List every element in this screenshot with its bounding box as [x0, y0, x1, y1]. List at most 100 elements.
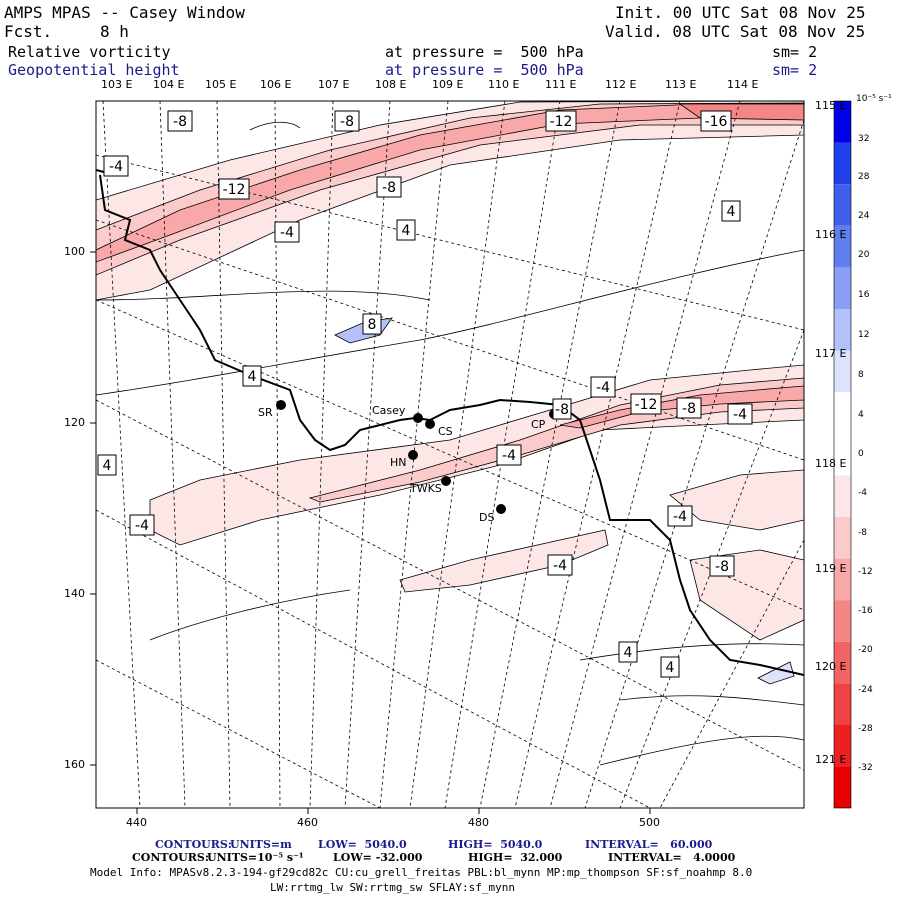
field1-level: at pressure = 500 hPa: [385, 43, 584, 61]
colorbar-label: -28: [858, 724, 873, 734]
lon-label-top: 114 E: [727, 78, 759, 91]
contour-label: -8: [173, 114, 187, 130]
station-dot: [425, 419, 435, 429]
footer-contours1-high: HIGH= 5040.0: [448, 838, 543, 851]
colorbar-swatch: [834, 225, 851, 268]
colorbar-label: -8: [858, 528, 867, 538]
lon-label-right: 115 E: [815, 99, 847, 112]
lon-label-top: 106 E: [260, 78, 292, 91]
colorbar-label: 32: [858, 134, 870, 144]
colorbar-swatch: [834, 725, 851, 767]
lon-label-right: 117 E: [815, 347, 847, 360]
colorbar-swatch: [834, 392, 851, 476]
contour-label: -16: [705, 114, 728, 130]
init-time: Init. 00 UTC Sat 08 Nov 25: [615, 3, 866, 22]
y-tick-label: 160: [64, 758, 85, 771]
y-tick-label: 120: [64, 416, 85, 429]
footer-contours2-interval: INTERVAL= 4.0000: [608, 851, 736, 864]
station-markers: [276, 400, 559, 514]
station-label: CP: [531, 418, 546, 431]
colorbar-swatch: [834, 475, 851, 517]
contour-label: -4: [135, 518, 149, 534]
valid-time: Valid. 08 UTC Sat 08 Nov 25: [605, 22, 866, 41]
x-tick-label: 460: [297, 816, 318, 829]
vorticity-patch-3: [399, 529, 609, 593]
contour-label: -4: [553, 558, 567, 574]
lon-label-top: 103 E: [101, 78, 133, 91]
lon-label-top: 107 E: [318, 78, 350, 91]
footer-contours2-high: HIGH= 32.000: [468, 851, 563, 864]
contour-label: -4: [596, 380, 610, 396]
colorbar-swatch: [834, 309, 851, 351]
y-tick-label: 140: [64, 587, 85, 600]
station-dot: [496, 504, 506, 514]
forecast-hour: 8 h: [100, 22, 129, 41]
lon-label-right: 119 E: [815, 562, 847, 575]
vorticity-band-north-core: [96, 103, 804, 263]
colorbar-label: 16: [858, 290, 870, 300]
vorticity-patch-4: [669, 469, 804, 531]
lon-label-right: 121 E: [815, 753, 847, 766]
contour-label: -8: [715, 559, 729, 575]
contour-label: 4: [624, 645, 633, 661]
colorbar-swatch: [834, 101, 851, 143]
station-dot: [413, 413, 423, 423]
footer-contours2-low: LOW= -32.000: [333, 851, 423, 864]
lon-label-top: 104 E: [153, 78, 185, 91]
plot-frame: [95, 100, 805, 809]
colorbar-label: 4: [858, 410, 864, 420]
x-tick-label: 440: [126, 816, 147, 829]
contour-label: -4: [280, 225, 294, 241]
colorbar-swatch: [834, 683, 851, 725]
x-tick-label: 480: [468, 816, 489, 829]
colorbar-swatch: [834, 517, 851, 559]
contour-label: -4: [502, 448, 516, 464]
contour-label: 4: [103, 458, 112, 474]
contour-label: -12: [635, 397, 658, 413]
footer-contours1-prefix: CONTOURS:: [155, 838, 232, 851]
lon-label-top: 110 E: [488, 78, 520, 91]
graticule: [96, 101, 804, 808]
station-label: CS: [438, 425, 453, 438]
field2-name: Geopotential height: [8, 61, 180, 79]
colorbar: [833, 100, 852, 809]
lon-label-top: 108 E: [375, 78, 407, 91]
contour-label: -4: [109, 159, 123, 175]
lon-label-top: 112 E: [605, 78, 637, 91]
plot-title: AMPS MPAS -- Casey Window: [4, 3, 245, 22]
colorbar-swatch: [834, 142, 851, 185]
colorbar-label: -12: [858, 567, 873, 577]
colorbar-label: 28: [858, 172, 870, 182]
contour-labels: -8 -8 -12 -16 -4 -12 -8 4 -4 4 8 4 -4 -8…: [97, 110, 753, 678]
x-tick-label: 500: [639, 816, 660, 829]
contour-label: -8: [382, 180, 396, 196]
colorbar-label: 20: [858, 250, 870, 260]
lon-label-top: 111 E: [545, 78, 577, 91]
contour-label: -12: [223, 182, 246, 198]
y-tick-label: 100: [64, 245, 85, 258]
colorbar-label: -24: [858, 685, 873, 695]
vorticity-patch-positive-2: [757, 661, 795, 685]
lon-label-right: 116 E: [815, 228, 847, 241]
colorbar-unit: 10⁻⁵ s⁻¹: [856, 94, 892, 104]
station-dot: [441, 476, 451, 486]
contour-label: 4: [666, 660, 675, 676]
colorbar-label: 8: [858, 370, 864, 380]
footer-contours1-low: LOW= 5040.0: [318, 838, 407, 851]
station-label: SR: [258, 406, 273, 419]
colorbar-label: -20: [858, 645, 873, 655]
lon-label-right: 118 E: [815, 457, 847, 470]
field1-smoothing: sm= 2: [772, 43, 818, 61]
contour-label: -4: [733, 407, 747, 423]
vorticity-patch-5: [689, 549, 804, 641]
footer-model-info: Model Info: MPASv8.2.3-194-gf29cd82c CU:…: [90, 866, 753, 879]
station-label: TWKS: [409, 482, 442, 495]
colorbar-label: -4: [858, 488, 867, 498]
contour-label: 8: [368, 317, 377, 333]
field1-name: Relative vorticity: [8, 43, 171, 61]
colorbar-swatch: [834, 766, 851, 808]
field2-smoothing: sm= 2: [772, 61, 818, 79]
station-dot: [408, 450, 418, 460]
lon-label-right: 120 E: [815, 660, 847, 673]
colorbar-swatch: [834, 184, 851, 226]
